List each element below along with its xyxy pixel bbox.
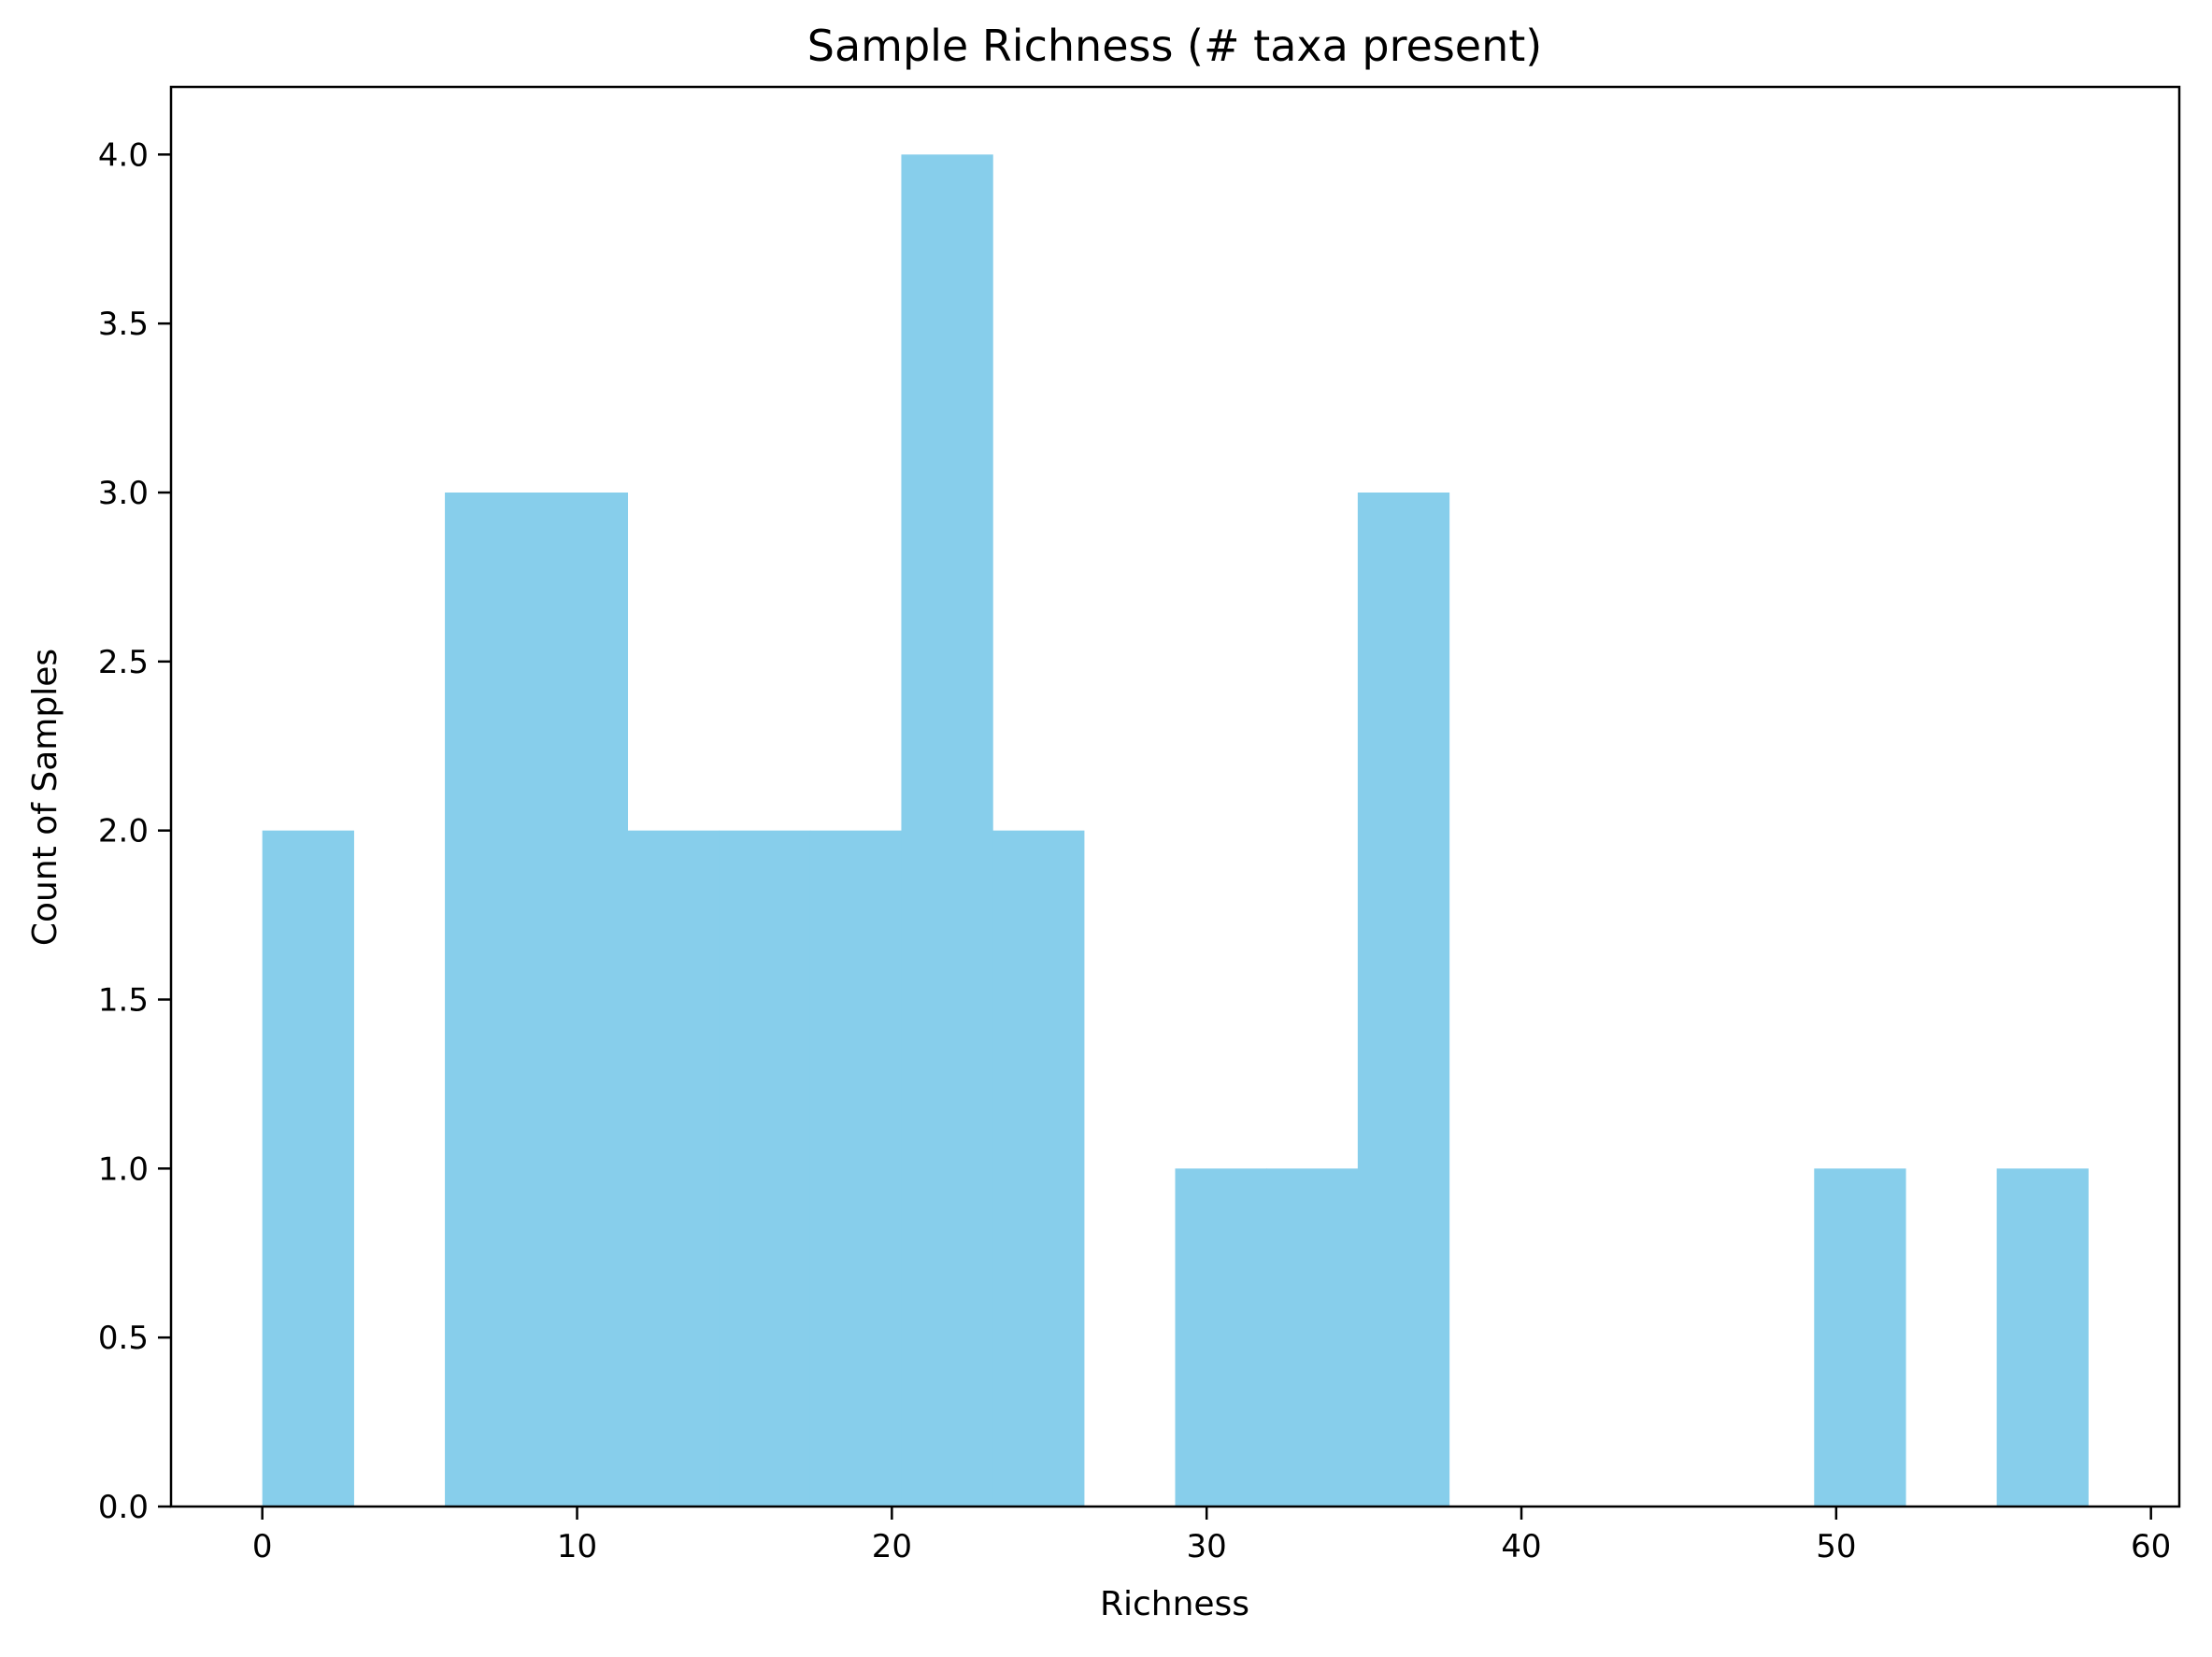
histogram-bar (719, 830, 811, 1507)
histogram-bar (1175, 1168, 1267, 1507)
histogram-bar (1357, 493, 1450, 1507)
histogram-bar (262, 830, 354, 1507)
histogram-bar (809, 830, 903, 1507)
y-axis-label: Count of Samples (26, 649, 64, 946)
y-tick-label: 3.0 (98, 475, 149, 512)
y-tick-label: 2.5 (98, 644, 149, 681)
y-tick-label: 4.0 (98, 136, 149, 174)
x-tick-label: 0 (252, 1528, 273, 1565)
histogram-bar (535, 493, 629, 1507)
y-tick-label: 2.0 (98, 813, 149, 850)
x-tick-label: 60 (2131, 1528, 2171, 1565)
x-tick-label: 50 (1816, 1528, 1856, 1565)
y-tick-label: 1.5 (98, 982, 149, 1020)
histogram-bar (992, 830, 1085, 1507)
x-tick-label: 10 (557, 1528, 597, 1565)
x-tick-label: 40 (1501, 1528, 1541, 1565)
histogram-bar (1266, 1168, 1359, 1507)
y-tick-label: 0.0 (98, 1489, 149, 1526)
y-tick-label: 0.5 (98, 1320, 149, 1357)
ticks-group: 0 10 20 30 40 50 60 0.0 0.5 1.0 1.5 2.0 2.5 3.0 3.5 4.0 (98, 136, 2171, 1565)
histogram-bar (1996, 1168, 2089, 1507)
y-tick-label: 1.0 (98, 1150, 149, 1188)
histogram-bar (445, 493, 537, 1507)
x-tick-label: 30 (1187, 1528, 1227, 1565)
histogram-bar (1814, 1168, 1906, 1507)
y-tick-label: 3.5 (98, 306, 149, 343)
histogram-bar (901, 154, 993, 1507)
histogram-bar (627, 830, 720, 1507)
chart-title: Sample Richness (# taxa present) (807, 21, 1542, 71)
x-tick-label: 20 (872, 1528, 912, 1565)
plot-frame (169, 85, 2181, 1508)
bars-group (262, 154, 2089, 1507)
x-axis-label: Richness (1100, 1585, 1249, 1623)
